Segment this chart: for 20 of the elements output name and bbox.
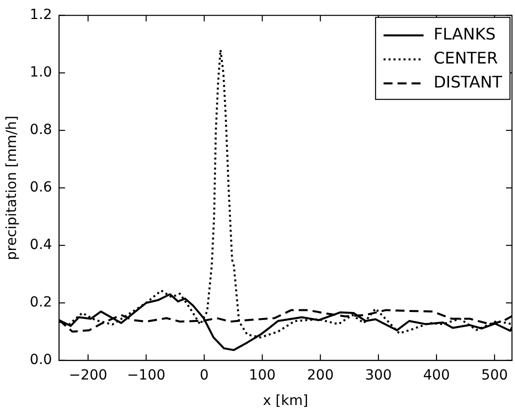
y-tick-label: 0.2: [30, 294, 52, 311]
legend-label: FLANKS: [434, 24, 496, 44]
legend-label: CENTER: [434, 48, 498, 68]
x-tick-label: 400: [423, 367, 450, 384]
y-axis-title: precipitation [mm/h]: [4, 116, 20, 260]
x-tick-label: 300: [365, 367, 392, 384]
legend-label: DISTANT: [434, 72, 502, 92]
x-axis-title: x [km]: [262, 393, 308, 410]
x-tick-label: 100: [248, 367, 276, 384]
x-tick-label: 200: [306, 367, 334, 384]
y-tick-label: 0.8: [30, 122, 52, 138]
x-tick-label: 0: [200, 367, 209, 384]
x-tick-label: 500: [481, 367, 508, 384]
x-tick-label: −100: [126, 367, 166, 384]
y-tick-label: 1.2: [30, 7, 52, 24]
y-tick-label: 1.0: [30, 64, 52, 81]
y-tick-label: 0.4: [30, 237, 52, 254]
x-tick-label: −200: [68, 367, 108, 384]
y-tick-label: 0.0: [30, 352, 52, 368]
y-tick-label: 0.6: [30, 180, 52, 196]
